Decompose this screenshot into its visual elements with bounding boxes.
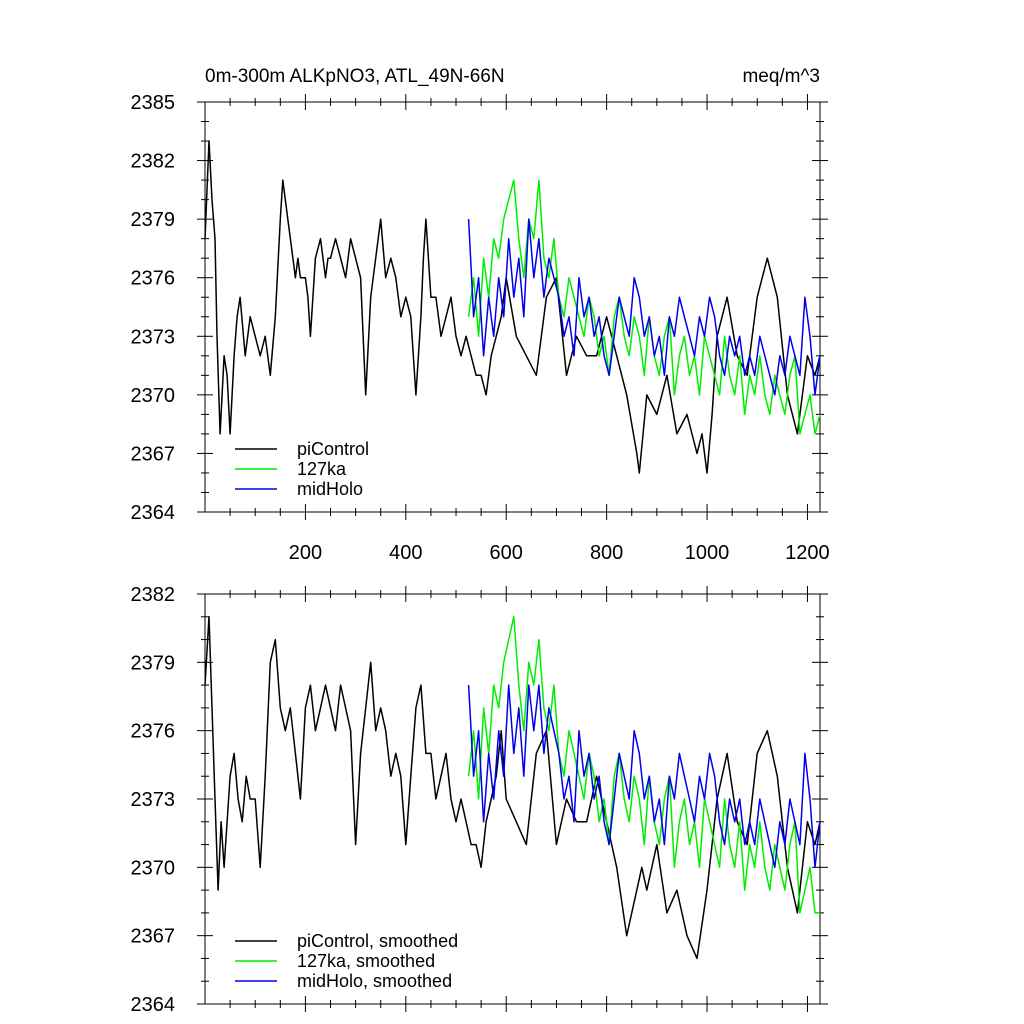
top-ytick-label: 2364 bbox=[131, 502, 176, 524]
bottom-panel: 2364 2367 2370 2373 2376 2379 2382 piControl, … bbox=[131, 584, 828, 1016]
top-legend-label-1: 127ka bbox=[297, 459, 347, 479]
bottom-ytick-label: 2364 bbox=[131, 994, 176, 1016]
bottom-series-line-1 bbox=[467, 616, 820, 914]
top-xtick-label: 600 bbox=[490, 542, 523, 564]
bottom-axes: 2364 2367 2370 2373 2376 2379 2382 bbox=[131, 584, 828, 1016]
top-legend-label-0: piControl bbox=[297, 439, 369, 459]
top-axes: 2364 2367 2370 2373 2376 2379 2382 2385 200 400 60… bbox=[131, 92, 830, 564]
bottom-ytick-label: 2379 bbox=[131, 652, 176, 674]
top-ytick-label: 2373 bbox=[131, 326, 176, 348]
top-xtick-label: 400 bbox=[389, 542, 422, 564]
top-legend-label-2: midHolo bbox=[297, 479, 363, 499]
top-series-group bbox=[204, 140, 821, 474]
bottom-ytick-label: 2370 bbox=[131, 857, 176, 879]
bottom-legend-label-1: 127ka, smoothed bbox=[297, 951, 435, 971]
top-ytick-label: 2376 bbox=[131, 268, 176, 290]
top-ytick-label: 2370 bbox=[131, 385, 176, 407]
bottom-legend-label-2: midHolo, smoothed bbox=[297, 971, 452, 991]
top-xtick-label: 1000 bbox=[685, 542, 730, 564]
top-ytick-label: 2382 bbox=[131, 151, 176, 173]
top-plot-frame bbox=[204, 101, 821, 513]
top-xtick-label: 200 bbox=[289, 542, 322, 564]
bottom-ytick-label: 2373 bbox=[131, 789, 176, 811]
bottom-series-line-2 bbox=[467, 684, 821, 869]
bottom-ytick-label: 2376 bbox=[131, 721, 176, 743]
top-ytick-label: 2367 bbox=[131, 443, 176, 465]
top-ytick-label: 2379 bbox=[131, 209, 176, 231]
bottom-ytick-label: 2382 bbox=[131, 584, 176, 606]
units-label: meq/m^3 bbox=[742, 66, 820, 87]
top-series-line-0 bbox=[204, 140, 821, 474]
bottom-legend-label-0: piControl, smoothed bbox=[297, 931, 458, 951]
top-ytick-label: 2385 bbox=[131, 92, 176, 114]
top-panel: 0m-300m ALKpNO3, ATL_49N-66N meq/m^3 236… bbox=[131, 66, 830, 564]
bottom-series-group bbox=[204, 616, 821, 960]
chart-title: 0m-300m ALKpNO3, ATL_49N-66N bbox=[205, 66, 505, 87]
top-xtick-label: 1200 bbox=[785, 542, 830, 564]
bottom-ytick-label: 2367 bbox=[131, 926, 176, 948]
top-xtick-label: 800 bbox=[590, 542, 623, 564]
top-series-line-1 bbox=[467, 179, 821, 435]
top-series-line-2 bbox=[467, 218, 821, 396]
bottom-series-line-0 bbox=[204, 616, 821, 960]
